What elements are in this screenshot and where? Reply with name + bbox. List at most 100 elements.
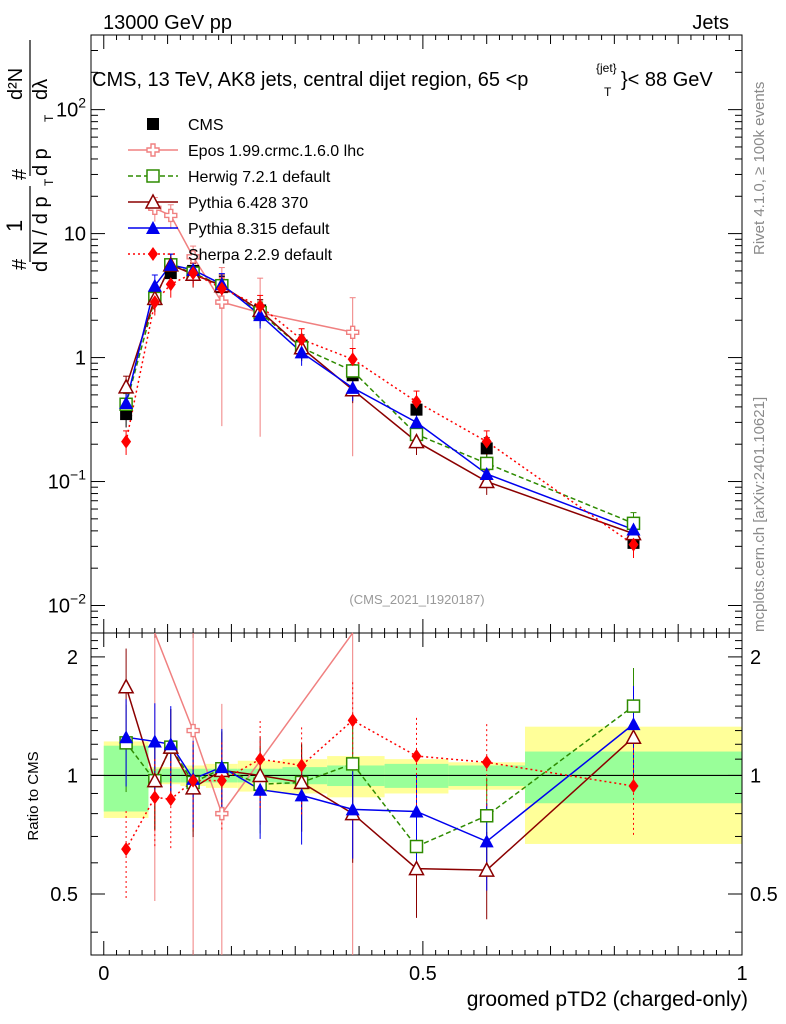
series-3-point — [117, 378, 135, 394]
series-5-point — [628, 537, 639, 552]
legend-marker-5 — [148, 247, 158, 261]
analysis-id: (CMS_2021_I1920187) — [349, 592, 484, 607]
ratio-y-tick-label: 2 — [67, 647, 78, 669]
series-4-ratio-point — [479, 834, 494, 848]
series-5-point — [481, 434, 492, 449]
series-3-line — [125, 263, 634, 535]
series-0-point — [120, 408, 133, 421]
ratio-y-tick-label-right: 1 — [750, 765, 761, 787]
series-4-ratio-point — [253, 782, 268, 796]
legend-label-5: Sherpa 2.2.9 default — [188, 247, 333, 264]
rivet-label: Rivet 4.1.0, ≥ 100k events — [751, 82, 768, 255]
series-5-ratio-point — [411, 749, 422, 764]
series-3-ratio-point — [146, 772, 164, 788]
ratio-y-tick-label-right: 2 — [750, 647, 761, 669]
series-5-point — [121, 434, 132, 449]
series-4-ratio-point — [409, 804, 424, 818]
y-tick-label: 102 — [56, 95, 86, 122]
series-2-line — [125, 263, 634, 525]
series-1-point-shape — [186, 250, 200, 264]
series-1-point — [345, 325, 360, 339]
series-5-point — [165, 277, 176, 292]
ylabel-t-2: T — [42, 114, 56, 122]
series-5-ratio-point — [121, 842, 132, 857]
series-4-point — [163, 257, 178, 271]
series-3-ratio-point — [117, 678, 135, 694]
series-5-ratio-point — [347, 713, 358, 728]
series-3-ratio-point — [408, 860, 425, 876]
legend-marker-2 — [146, 169, 160, 183]
ylabel-hash-1: # — [9, 258, 31, 270]
category-label: Jets — [692, 12, 729, 34]
ylabel-dpt: d p — [30, 148, 52, 176]
y-tick-label: 1 — [75, 348, 86, 370]
x-axis-label: groomed pTD2 (charged-only) — [467, 988, 748, 1011]
legend: CMS Epos 1.99.crmc.1.6.0 lhc Herwig 7.2.1 … — [128, 117, 364, 264]
series-3-point — [408, 433, 425, 449]
series-4-point — [147, 278, 162, 292]
series-4-point — [253, 308, 268, 322]
series-5-ratio-point — [165, 792, 176, 807]
series-1-point — [186, 250, 200, 264]
series-5-point — [347, 352, 358, 367]
y-tick-label: 10 — [64, 224, 86, 246]
series-4-point — [345, 380, 360, 394]
series-2-point — [345, 364, 360, 378]
series-2-ratio-point — [479, 809, 494, 823]
series-5-point — [411, 394, 422, 409]
x-tick-label: 0.5 — [409, 963, 437, 985]
mcplots-label: mcplots.cern.ch [arXiv:2401.10621] — [751, 397, 768, 632]
ratio-y-tick-label-right: 0.5 — [750, 884, 778, 906]
series-5-point — [188, 266, 199, 281]
ratio-y-tick-label: 0.5 — [50, 884, 78, 906]
energy-label: 13000 GeV pp — [103, 12, 232, 34]
series-4-point — [409, 415, 424, 429]
ratio-markers — [117, 678, 642, 877]
ylabel-dl: dλ — [30, 79, 52, 100]
ratio-ylabel: Ratio to CMS — [25, 751, 42, 840]
ylabel-hash-2: # — [9, 168, 31, 180]
series-1-point — [164, 208, 178, 223]
series-5-ratio-point — [481, 755, 492, 770]
x-tick-label: 1 — [736, 963, 747, 985]
series-5-ratio-point — [296, 758, 307, 773]
series-4-ratio-point — [345, 802, 360, 816]
series-3-point — [478, 472, 495, 489]
series-2-ratio-point — [409, 839, 424, 854]
y-tick-label: 10−2 — [48, 590, 86, 617]
legend-marker-4 — [146, 221, 160, 234]
series-5-point — [255, 299, 266, 314]
legend-label-2: Herwig 7.2.1 default — [188, 169, 331, 186]
legend-marker-0 — [147, 118, 159, 130]
legend-label-3: Pythia 6.428 370 — [188, 195, 308, 212]
series-4-ratio-point — [626, 717, 641, 731]
ylabel-t-1: T — [42, 178, 56, 186]
series-4-ratio-point — [119, 730, 134, 744]
series-1-ratio-point-shape — [215, 806, 229, 821]
series-4-point — [294, 345, 309, 359]
series-3-ratio-point — [625, 728, 642, 745]
series-3-ratio-point — [251, 766, 269, 783]
series-4-line — [125, 263, 634, 531]
ratio-y-tick-label: 1 — [67, 765, 78, 787]
legend-label-0: CMS — [188, 117, 224, 134]
series-1-ratio-line — [154, 632, 354, 816]
legend-marker-1 — [146, 143, 160, 157]
series-5-line — [125, 272, 634, 546]
series-4-ratio-point — [294, 788, 309, 802]
series-5-ratio-point — [188, 773, 199, 788]
series-4-ratio-point — [214, 760, 229, 774]
plot-title-end: }< 88 GeV — [621, 69, 713, 91]
x-tick-label: 0 — [98, 963, 109, 985]
ylabel-dn: d N / d p — [30, 196, 52, 272]
series-5-ratio-point — [216, 773, 227, 788]
plot-title-sub: T — [604, 85, 612, 99]
series-2-ratio-point — [626, 699, 641, 713]
legend-marker-1-shape — [146, 143, 160, 157]
series-1-point-shape — [164, 208, 178, 223]
series-2-ratio-point — [345, 757, 360, 771]
main-markers — [117, 201, 642, 552]
series-5-point — [296, 332, 307, 347]
series-5-point — [149, 295, 160, 310]
series-5-point — [216, 281, 227, 296]
